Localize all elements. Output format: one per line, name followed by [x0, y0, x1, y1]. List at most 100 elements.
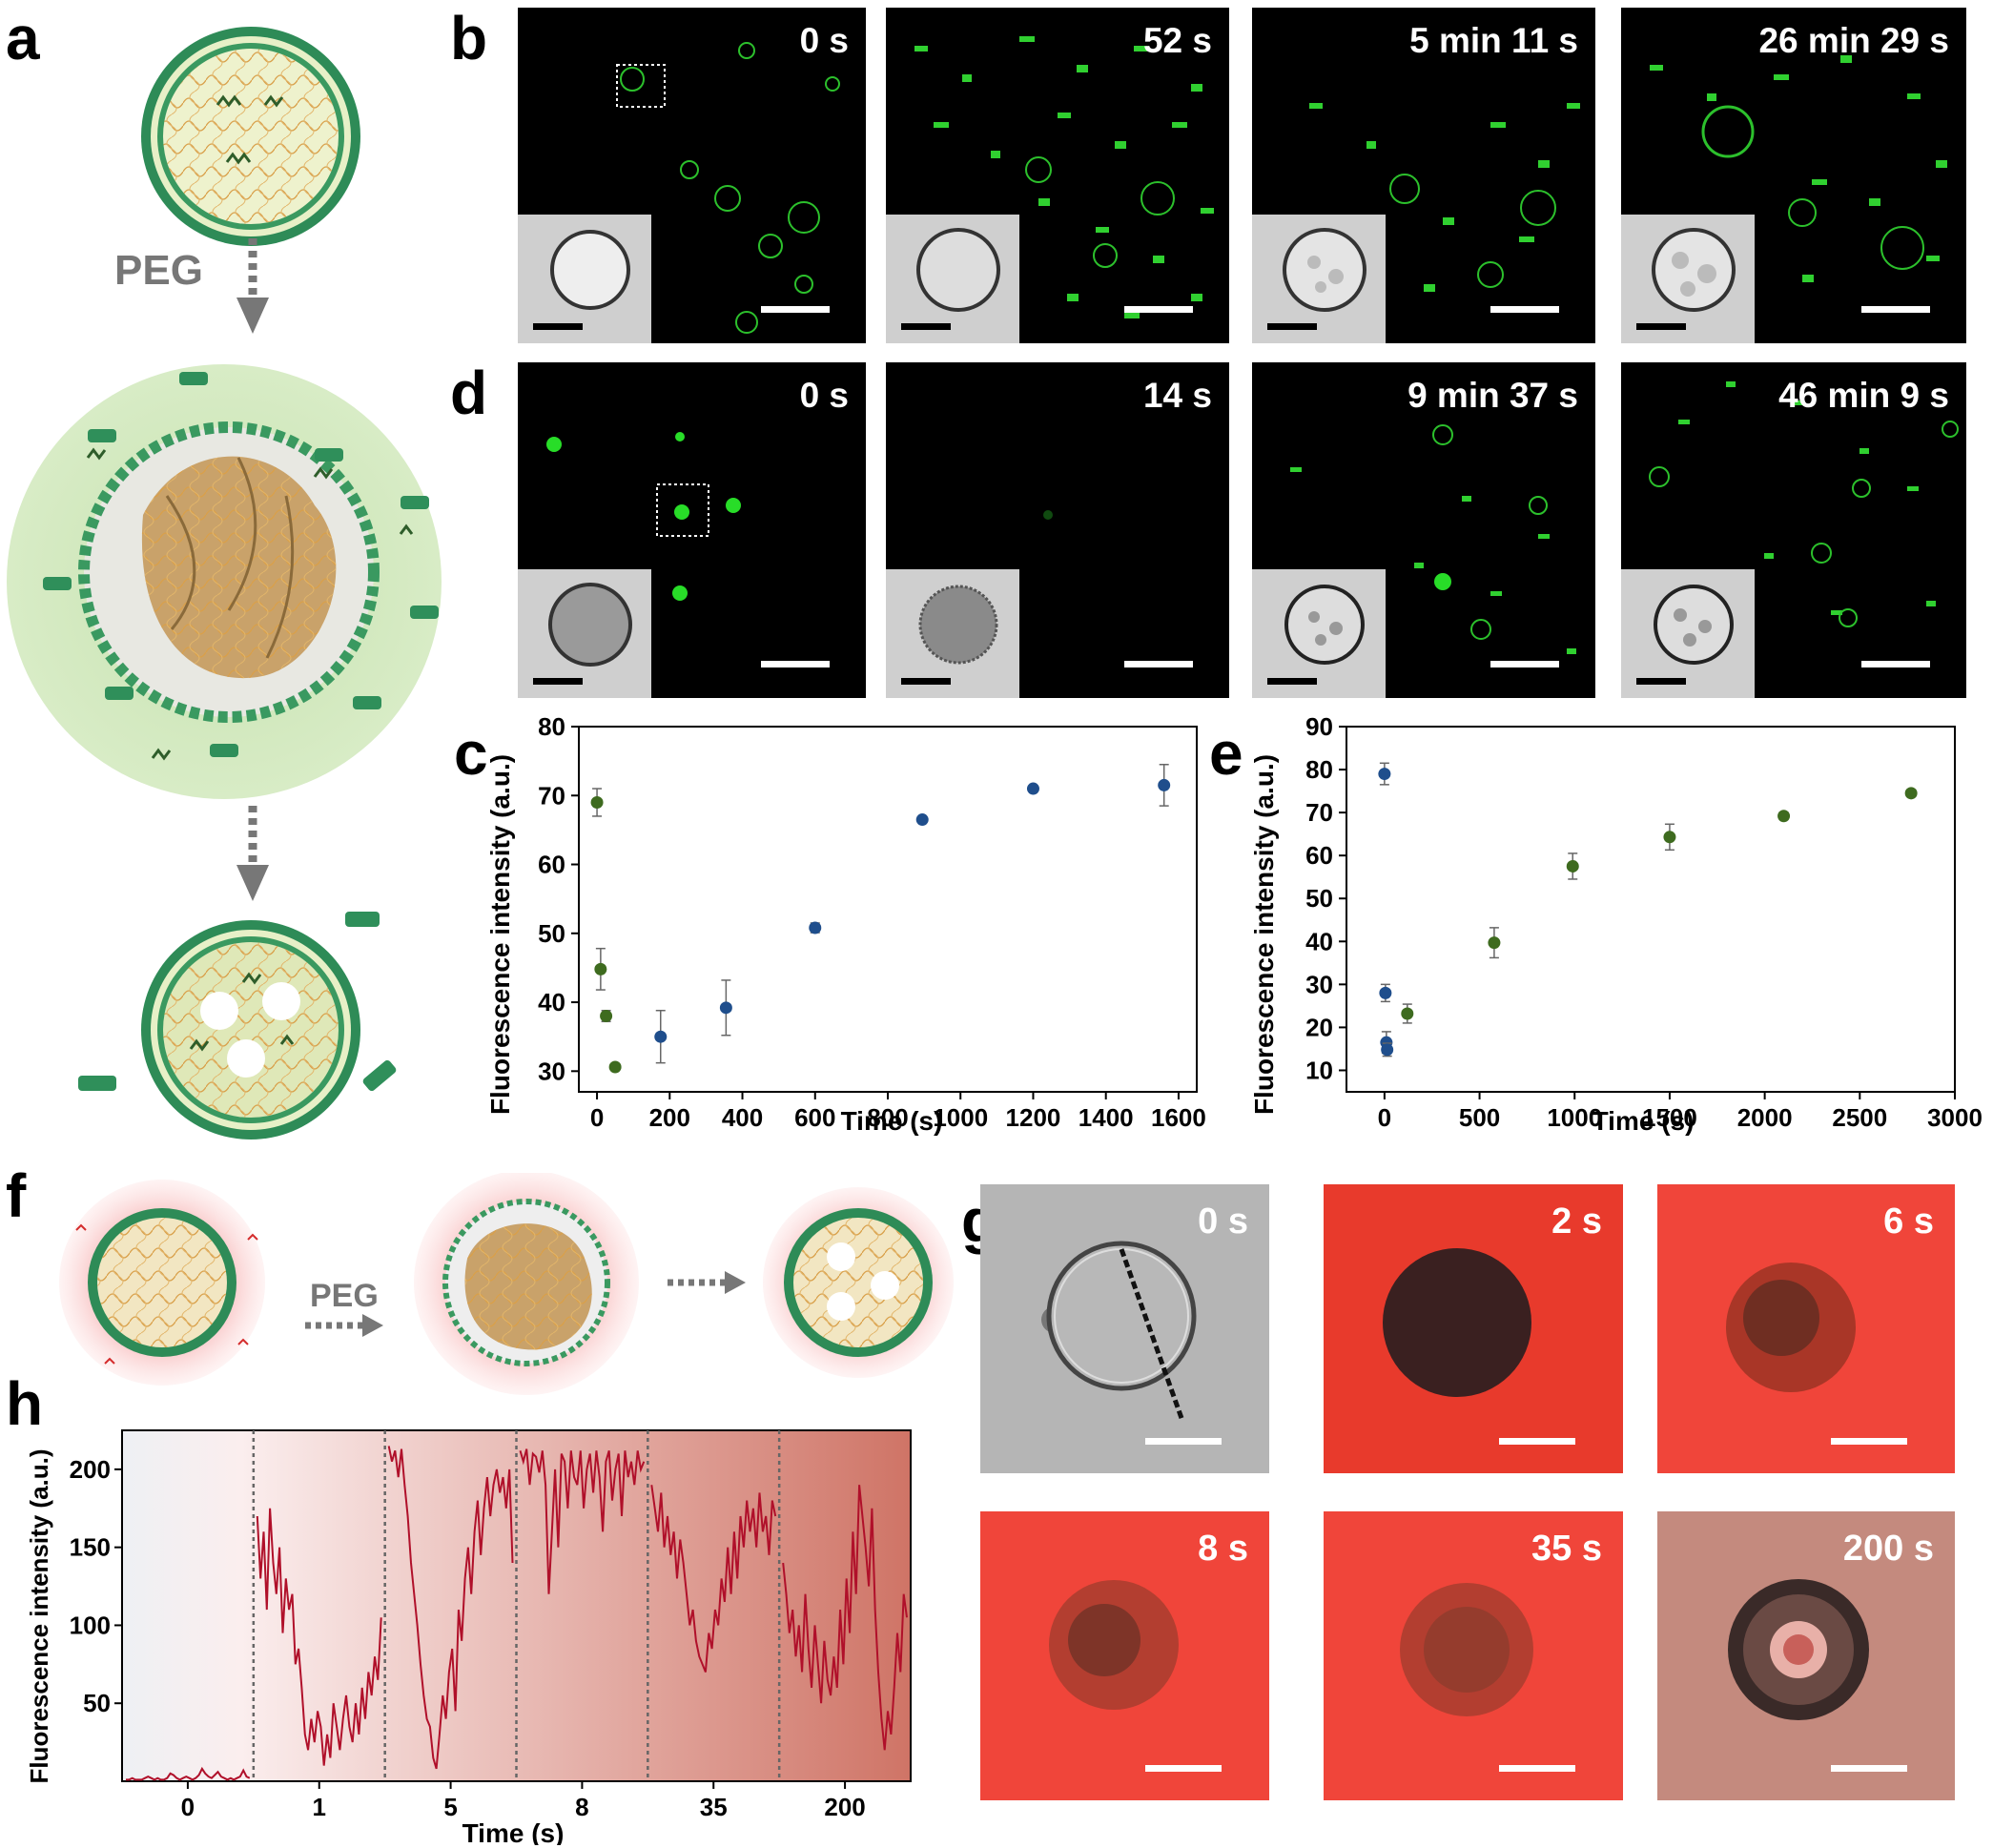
- chart-c-xlabel: Time (s): [841, 1106, 943, 1136]
- plot-frame: [578, 726, 1198, 1093]
- time-label-d-1: 0 s: [799, 376, 849, 415]
- peg-label-a: PEG: [114, 247, 203, 294]
- x-tick-label: 1500: [1642, 1103, 1697, 1132]
- x-tick-label: 600: [794, 1103, 835, 1132]
- y-tick-label: 70: [1305, 798, 1333, 827]
- y-tick-label: 80: [538, 715, 565, 741]
- intact-vesicle: [141, 27, 360, 246]
- micro-content: [616, 42, 840, 334]
- data-point: [590, 795, 604, 809]
- panel-label-e: e: [1209, 719, 1243, 788]
- y-tick-label: 50: [1305, 884, 1333, 913]
- time-label-b-3: 5 min 11 s: [1409, 21, 1578, 60]
- porous-vesicle: [78, 912, 397, 1140]
- time-label-d-3: 9 min 37 s: [1407, 376, 1578, 415]
- micro-content: [1726, 1263, 1856, 1392]
- intact-vesicle-f: [59, 1180, 265, 1386]
- y-tick-label: 10: [1305, 1056, 1333, 1084]
- chart-h-ylabel: Fluorescence intensity (a.u.): [25, 1448, 53, 1783]
- chart-c-ylabel: Fluorescence intensity (a.u.): [485, 754, 515, 1115]
- scale-bar-inset: [1267, 323, 1317, 330]
- scale-bar: [1861, 306, 1930, 313]
- y-tick-label: 60: [1305, 841, 1333, 870]
- x-tick-label: 1200: [1006, 1103, 1061, 1132]
- time-label-b-4: 26 min 29 s: [1758, 21, 1949, 60]
- scale-bar-inset: [901, 678, 951, 685]
- brightfield-inset-d-2: [886, 569, 1019, 698]
- panel-label-c: c: [454, 719, 488, 788]
- time-label-g-4: 8 s: [1198, 1529, 1248, 1569]
- scale-bar: [761, 661, 830, 667]
- micrograph-d-4: 46 min 9 s: [1621, 362, 1966, 698]
- time-label-b-1: 0 s: [799, 21, 849, 60]
- time-label-g-5: 35 s: [1531, 1529, 1602, 1569]
- brightfield-inset-b-3: [1252, 215, 1386, 343]
- chart-e-ylabel: Fluorescence intensity (a.u.): [1249, 754, 1279, 1115]
- panel-label-h: h: [6, 1369, 44, 1438]
- x-tick-label: 0: [1378, 1103, 1391, 1132]
- micrograph-d-3: 9 min 37 s: [1252, 362, 1595, 698]
- data-point: [1401, 1007, 1414, 1020]
- intensity-trace: [126, 1766, 251, 1781]
- scale-bar: [1499, 1438, 1575, 1445]
- time-label-g-2: 2 s: [1551, 1201, 1602, 1242]
- x-tick-label: 1000: [1547, 1103, 1602, 1132]
- micrograph-g-3: 6 s: [1657, 1184, 1955, 1473]
- micrograph-b-1: 0 s: [518, 8, 866, 343]
- intensity-trace: [256, 1508, 382, 1766]
- intensity-trace: [650, 1485, 777, 1673]
- data-point: [1904, 787, 1918, 800]
- time-label-d-2: 14 s: [1142, 376, 1212, 415]
- x-tick-label: 1: [313, 1793, 326, 1821]
- brightfield-inset-d-3: [1252, 569, 1386, 698]
- data-point: [594, 962, 607, 975]
- micrograph-g-5: 35 s: [1324, 1511, 1623, 1800]
- micrograph-g-2: 2 s: [1324, 1184, 1623, 1473]
- time-label-b-2: 52 s: [1142, 21, 1212, 60]
- scale-bar-inset: [901, 323, 951, 330]
- y-tick-label: 40: [538, 988, 565, 1016]
- chart-e: 0 500 1000 1500 2000 2500 3000 10 20 30 40 50 60 70 80…: [1249, 715, 1983, 1136]
- peg-label-f: PEG: [310, 1278, 379, 1314]
- data-point: [1381, 1043, 1394, 1057]
- y-tick-label: 70: [538, 781, 565, 810]
- x-tick-label: 8: [575, 1793, 588, 1821]
- brightfield-inset-b-1: [518, 215, 651, 343]
- porous-vesicle-f: [763, 1187, 954, 1378]
- brightfield-inset-b-4: [1621, 215, 1755, 343]
- x-tick-label: 400: [722, 1103, 763, 1132]
- x-tick-label: 200: [824, 1793, 865, 1821]
- scale-bar: [1490, 306, 1559, 313]
- micro-content: [1041, 1241, 1197, 1422]
- data-point: [654, 1030, 668, 1043]
- data-point: [1026, 782, 1039, 795]
- x-tick-label: 500: [1459, 1103, 1500, 1132]
- scale-bar: [1124, 661, 1193, 667]
- x-tick-label: 2000: [1737, 1103, 1793, 1132]
- data-point: [600, 1010, 613, 1023]
- y-tick-label: 50: [538, 919, 565, 948]
- scale-bar: [1499, 1765, 1575, 1772]
- chart-h-xlabel: Time (s): [462, 1818, 565, 1845]
- y-tick-label: 150: [70, 1533, 111, 1562]
- scale-bar-inset: [1267, 678, 1317, 685]
- scale-bar: [1145, 1765, 1222, 1772]
- chart-e-xlabel: Time (s): [1592, 1106, 1695, 1136]
- scale-bar: [1831, 1438, 1907, 1445]
- scale-bar: [1124, 306, 1193, 313]
- intensity-trace: [782, 1485, 908, 1751]
- brightfield-inset-d-1: [518, 569, 651, 698]
- data-point: [1488, 936, 1501, 950]
- chart-h: 50 100 150 200 0 1 5 8 35 200 Time (s) Fluorescen…: [25, 1429, 912, 1845]
- micro-content: [1649, 381, 1959, 627]
- y-tick-label: 80: [1305, 755, 1333, 784]
- data-point: [608, 1060, 622, 1074]
- micro-content: [1728, 1579, 1869, 1720]
- x-tick-label: 2500: [1832, 1103, 1887, 1132]
- y-tick-label: 40: [1305, 927, 1333, 955]
- x-tick-label: 3000: [1927, 1103, 1983, 1132]
- scale-bar-inset: [1636, 678, 1686, 685]
- time-label-g-1: 0 s: [1198, 1201, 1248, 1242]
- scale-bar-inset: [533, 323, 583, 330]
- y-tick-label: 60: [538, 851, 565, 879]
